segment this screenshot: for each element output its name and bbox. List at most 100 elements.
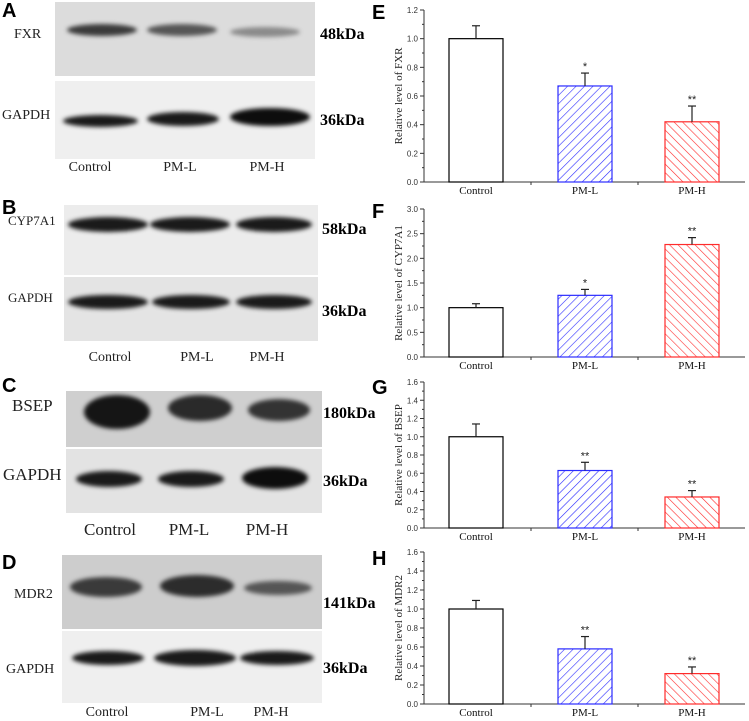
svg-text:3.0: 3.0 — [407, 205, 419, 214]
lane-label-control: Control — [84, 520, 136, 539]
svg-text:0.4: 0.4 — [407, 121, 419, 130]
protein-label-fxr: FXR — [14, 27, 42, 42]
svg-text:1.0: 1.0 — [407, 605, 419, 614]
svg-text:1.0: 1.0 — [407, 433, 419, 442]
gapdh-blot-strip-c — [66, 449, 322, 513]
svg-text:0.4: 0.4 — [407, 488, 419, 497]
ref-label-gapdh-a: GAPDH — [2, 108, 51, 123]
svg-text:0.0: 0.0 — [407, 353, 419, 362]
lane-label-pm-l: PM-L — [180, 350, 214, 365]
svg-text:*: * — [583, 277, 588, 289]
svg-text:0.4: 0.4 — [407, 662, 419, 671]
svg-text:1.4: 1.4 — [407, 396, 419, 405]
svg-text:0.0: 0.0 — [407, 524, 419, 533]
svg-text:0.8: 0.8 — [407, 63, 419, 72]
svg-text:PM-H: PM-H — [678, 185, 706, 197]
lane-label-control: Control — [88, 350, 132, 365]
svg-text:1.2: 1.2 — [407, 415, 419, 424]
svg-text:Control: Control — [459, 531, 493, 543]
lane-label-pm-h: PM-H — [249, 350, 285, 365]
svg-text:Control: Control — [459, 707, 493, 719]
svg-text:Relative level of BSEP: Relative level of BSEP — [393, 404, 405, 506]
kda-label-gapdh-d: 36kDa — [323, 660, 368, 677]
ref-label-gapdh-c: GAPDH — [3, 465, 62, 484]
svg-text:1.4: 1.4 — [407, 567, 419, 576]
gapdh-blot-strip-a — [55, 81, 315, 159]
svg-text:1.5: 1.5 — [407, 279, 419, 288]
svg-text:Control: Control — [459, 360, 493, 372]
panel-letter-a: A — [2, 0, 17, 22]
lane-label-pm-h: PM-H — [253, 705, 289, 720]
svg-text:Relative level of CYP7A1: Relative level of CYP7A1 — [393, 225, 405, 341]
panel-letter-g: G — [372, 377, 388, 399]
svg-text:0.8: 0.8 — [407, 624, 419, 633]
panel-letter-h: H — [372, 548, 387, 570]
panel-letter-d: D — [2, 552, 17, 574]
svg-text:**: ** — [688, 94, 697, 106]
kda-label-gapdh-b: 36kDa — [322, 303, 367, 320]
svg-text:1.2: 1.2 — [407, 6, 419, 15]
svg-text:1.6: 1.6 — [407, 548, 419, 557]
svg-text:1.0: 1.0 — [407, 304, 419, 313]
svg-text:PM-L: PM-L — [572, 531, 599, 543]
svg-text:1.6: 1.6 — [407, 378, 419, 387]
lane-label-pm-h: PM-H — [249, 160, 285, 175]
svg-text:0.0: 0.0 — [407, 178, 419, 187]
kda-label-bsep: 180kDa — [323, 405, 376, 422]
svg-text:0.8: 0.8 — [407, 451, 419, 460]
kda-label-fxr: 48kDa — [320, 26, 365, 43]
bsep-blot-strip — [66, 391, 322, 447]
svg-text:2.0: 2.0 — [407, 254, 419, 263]
svg-text:PM-H: PM-H — [678, 707, 706, 719]
svg-text:**: ** — [581, 450, 590, 462]
svg-text:0.0: 0.0 — [407, 700, 419, 709]
gapdh-blot-strip-b — [64, 277, 318, 341]
svg-text:0.2: 0.2 — [407, 149, 419, 158]
svg-text:2.5: 2.5 — [407, 230, 419, 239]
svg-text:PM-H: PM-H — [678, 531, 706, 543]
svg-text:0.5: 0.5 — [407, 328, 419, 337]
svg-text:**: ** — [688, 479, 697, 491]
svg-text:**: ** — [688, 226, 697, 238]
kda-label-gapdh-c: 36kDa — [323, 473, 368, 490]
svg-text:PM-L: PM-L — [572, 360, 599, 372]
svg-text:**: ** — [688, 655, 697, 667]
ref-label-gapdh-b: GAPDH — [8, 290, 53, 305]
lane-label-pm-l: PM-L — [190, 705, 224, 720]
fxr-blot-strip — [55, 2, 315, 76]
panel-letter-c: C — [2, 375, 17, 397]
svg-text:0.6: 0.6 — [407, 643, 419, 652]
svg-text:**: ** — [581, 625, 590, 637]
lane-label-pm-l: PM-L — [168, 520, 210, 539]
svg-text:PM-L: PM-L — [572, 185, 599, 197]
mdr2-blot-strip — [62, 555, 322, 629]
svg-text:1.0: 1.0 — [407, 35, 419, 44]
lane-label-pm-h: PM-H — [245, 520, 289, 539]
panel-letter-f: F — [372, 201, 385, 223]
svg-text:0.2: 0.2 — [407, 506, 419, 515]
cyp7a1-blot-strip — [64, 205, 318, 275]
svg-text:PM-L: PM-L — [572, 707, 599, 719]
protein-label-cyp7a1: CYP7A1 — [8, 213, 56, 228]
svg-text:0.2: 0.2 — [407, 681, 419, 690]
svg-text:1.2: 1.2 — [407, 586, 419, 595]
svg-text:Relative level of MDR2: Relative level of MDR2 — [393, 575, 405, 681]
kda-label-cyp7a1: 58kDa — [322, 221, 367, 238]
panel-letter-e: E — [372, 2, 386, 24]
svg-text:PM-H: PM-H — [678, 360, 706, 372]
kda-label-gapdh-a: 36kDa — [320, 112, 365, 129]
protein-label-mdr2: MDR2 — [14, 587, 53, 602]
lane-label-control: Control — [68, 160, 112, 175]
svg-text:0.6: 0.6 — [407, 92, 419, 101]
svg-text:*: * — [583, 61, 588, 73]
svg-text:Control: Control — [459, 185, 493, 197]
lane-label-pm-l: PM-L — [163, 160, 197, 175]
panel-letter-b: B — [2, 197, 17, 219]
svg-text:Relative level of FXR: Relative level of FXR — [393, 47, 405, 145]
kda-label-mdr2: 141kDa — [323, 595, 376, 612]
protein-label-bsep: BSEP — [12, 396, 53, 415]
svg-text:0.6: 0.6 — [407, 469, 419, 478]
gapdh-blot-strip-d — [62, 631, 322, 703]
lane-label-control: Control — [85, 705, 129, 720]
ref-label-gapdh-d: GAPDH — [6, 662, 55, 677]
